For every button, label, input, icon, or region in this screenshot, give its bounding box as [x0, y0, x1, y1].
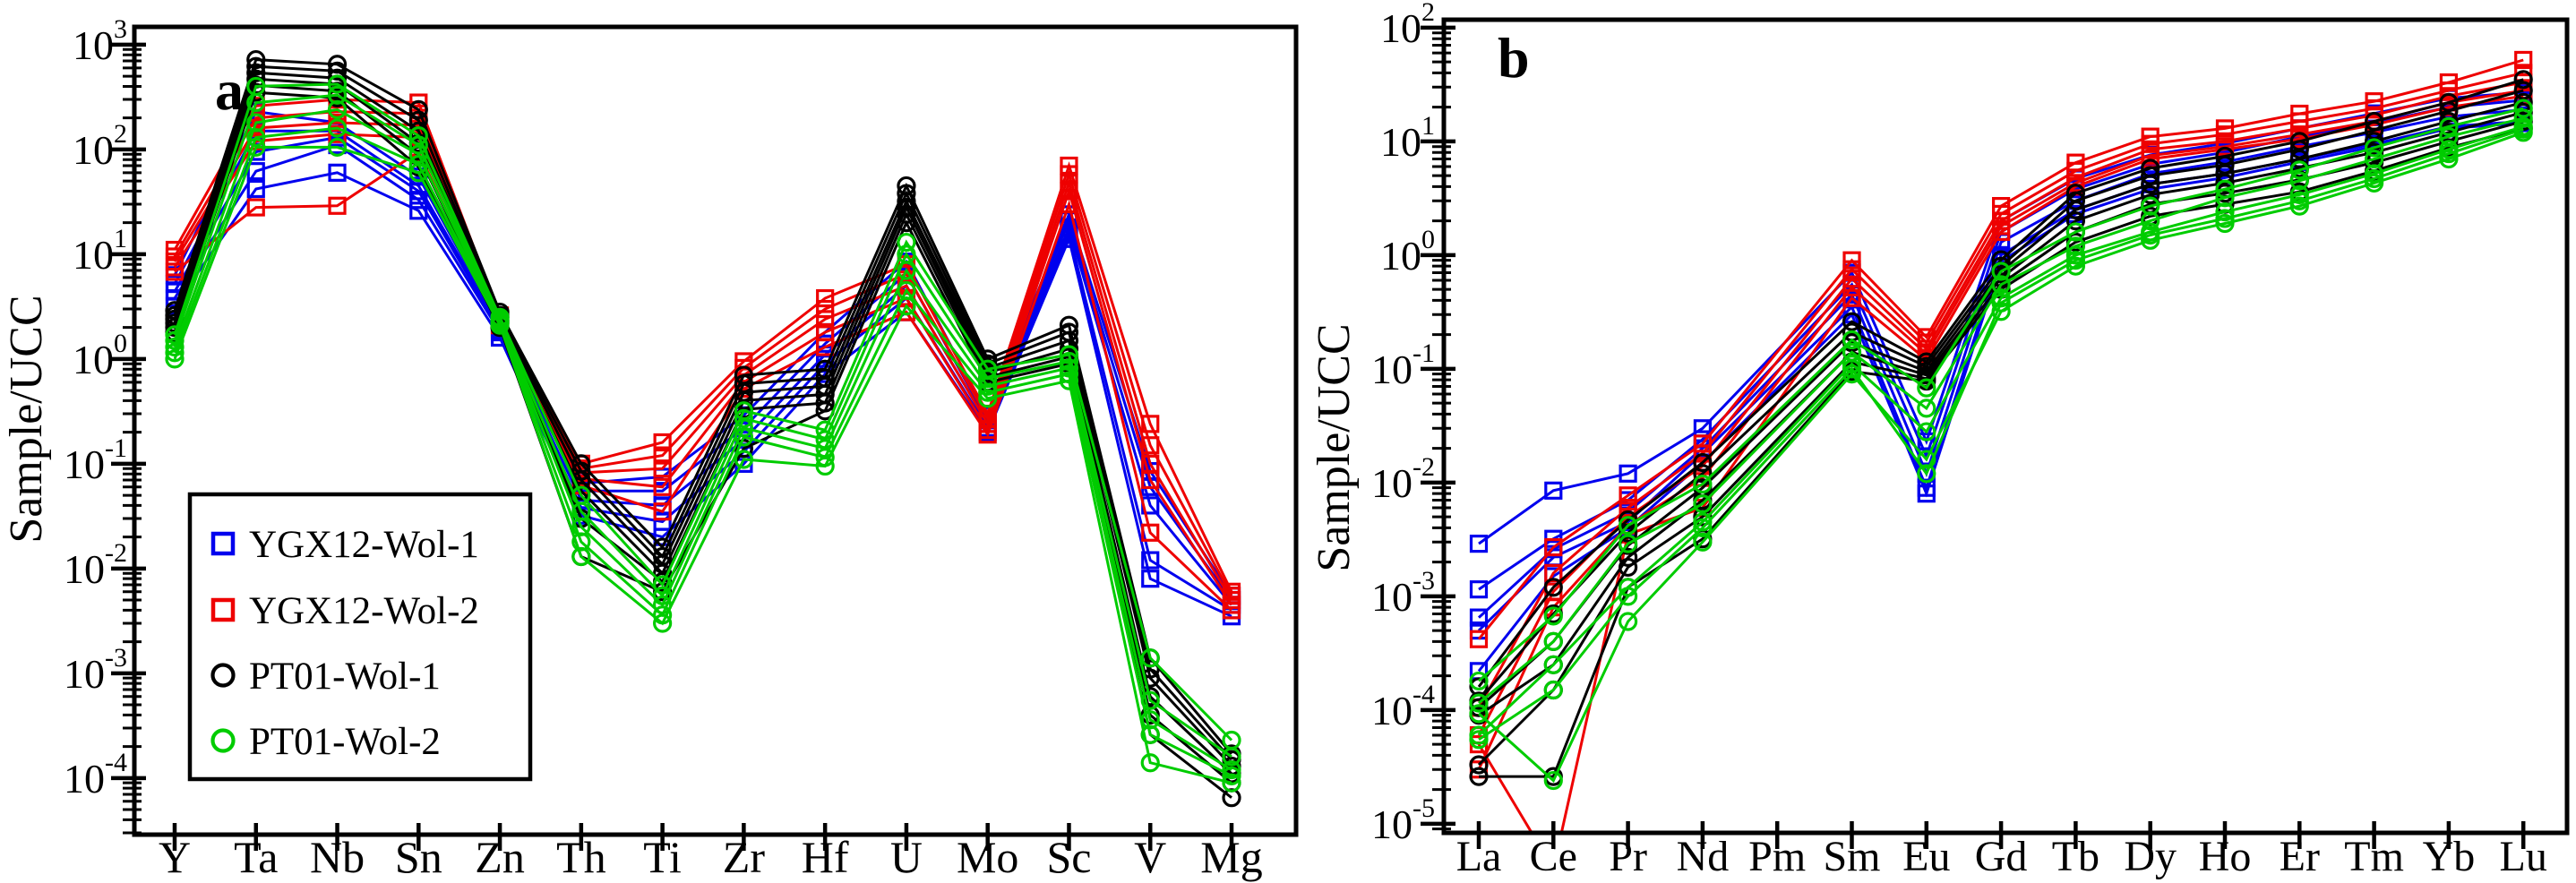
legend-label: PT01-Wol-1 [249, 656, 441, 698]
y-axis-label-a: Sample/UCC [1, 295, 52, 543]
legend-box [187, 492, 533, 782]
xtick-label-Yb: Yb [2423, 833, 2476, 880]
panel-letter-b: b [1498, 26, 1530, 90]
series-PT01-Wol-2 [1469, 99, 2533, 791]
ytick-label-10e-4: 10-4 [1371, 680, 1435, 733]
legend-marker-circle [210, 728, 236, 753]
xtick-label-Zr: Zr [723, 832, 766, 882]
series-area-b [1469, 50, 2533, 833]
ytick-label-10e-2: 10-2 [1371, 452, 1435, 506]
panel-a: 103 102 101 100 10-1 10-2 10-3 10-4 Y Ta Nb Sn Zn Th T… [1, 14, 1299, 882]
xtick-label-La: La [1456, 833, 1502, 880]
xtick-label-Sn: Sn [395, 832, 442, 882]
ytick-label-10e-5: 10-5 [1371, 793, 1435, 847]
xtick-label-Lu: Lu [2500, 833, 2547, 880]
xtick-label-Sm: Sm [1823, 833, 1880, 880]
y-axis-label-b: Sample/UCC [1309, 323, 1360, 571]
ytick-label-10e1: 101 [1380, 111, 1435, 165]
ytick-label-10e2: 102 [1380, 0, 1435, 51]
xtick-label-Y: Y [159, 832, 191, 882]
legend-marker-square [210, 531, 236, 556]
ytick-label-10e-4: 10-4 [64, 748, 127, 802]
xtick-label-Mg: Mg [1200, 832, 1262, 882]
ytick-label-10e-1: 10-1 [1371, 339, 1435, 392]
legend-label: YGX12-Wol-1 [249, 524, 479, 566]
xtick-label-Nb: Nb [310, 832, 365, 882]
xtick-label-Eu: Eu [1902, 833, 1950, 880]
series-area-a [165, 49, 1241, 808]
xtick-label-Gd: Gd [1975, 833, 2028, 880]
legend: YGX12-Wol-1 YGX12-Wol-2 PT01-Wol-1 PT01-Wol… [187, 492, 533, 782]
xtick-label-Zn: Zn [475, 832, 525, 882]
xtick-label-Dy: Dy [2124, 833, 2177, 880]
ytick-label-10e-2: 10-2 [64, 538, 127, 592]
series-PT01-Wol-2 [165, 74, 1241, 793]
xtick-label-V: V [1134, 832, 1166, 882]
legend-item-PT01-Wol-2: PT01-Wol-2 [210, 721, 441, 763]
xtick-label-U: U [890, 832, 923, 882]
xtick-label-Tm: Tm [2344, 833, 2404, 880]
plot-frame-a [132, 24, 1299, 837]
ytick-label-10e-3: 10-3 [64, 643, 127, 697]
ytick-label-10e1: 101 [73, 224, 127, 278]
legend-marker-circle [210, 663, 236, 688]
xtick-label-Sc: Sc [1046, 832, 1091, 882]
legend-label: PT01-Wol-2 [249, 721, 441, 763]
ytick-label-10e0: 100 [1380, 225, 1435, 279]
xtick-label-Pr: Pr [1609, 833, 1647, 880]
xtick-label-Th: Th [556, 832, 606, 882]
ytick-label-10e-3: 10-3 [1371, 566, 1435, 620]
xtick-label-Ce: Ce [1530, 833, 1577, 880]
xtick-label-Ho: Ho [2199, 833, 2252, 880]
xtick-label-Hf: Hf [802, 832, 849, 882]
xtick-label-Tb: Tb [2052, 833, 2099, 880]
plot-frame-b [1441, 17, 2570, 836]
xtick-label-Nd: Nd [1677, 833, 1730, 880]
xtick-label-Pm: Pm [1748, 833, 1806, 880]
ytick-label-10e2: 102 [73, 119, 127, 173]
ytick-label-10e0: 100 [73, 329, 127, 382]
legend-marker-square [210, 597, 236, 622]
xtick-label-Ti: Ti [643, 832, 682, 882]
legend-label: YGX12-Wol-2 [249, 590, 479, 632]
panel-letter-a: a [215, 58, 244, 122]
legend-item-YGX12-Wol-1: YGX12-Wol-1 [210, 524, 479, 566]
xtick-label-Mo: Mo [957, 832, 1018, 882]
axes-b: 102 101 100 10-1 10-2 10-3 10-4 10-5 La Ce Pr Nd Pm S… [1371, 0, 2547, 880]
legend-item-PT01-Wol-1: PT01-Wol-1 [210, 656, 441, 698]
ytick-label-10e3: 103 [73, 14, 127, 68]
ytick-label-10e-1: 10-1 [64, 433, 127, 487]
xtick-label-Ta: Ta [234, 832, 278, 882]
panel-b: 102 101 100 10-1 10-2 10-3 10-4 10-5 La Ce Pr Nd Pm S… [1309, 0, 2570, 880]
legend-item-YGX12-Wol-2: YGX12-Wol-2 [210, 590, 479, 632]
axes-a: 103 102 101 100 10-1 10-2 10-3 10-4 Y Ta Nb Sn Zn Th T… [64, 14, 1263, 882]
xtick-label-Er: Er [2280, 833, 2320, 880]
